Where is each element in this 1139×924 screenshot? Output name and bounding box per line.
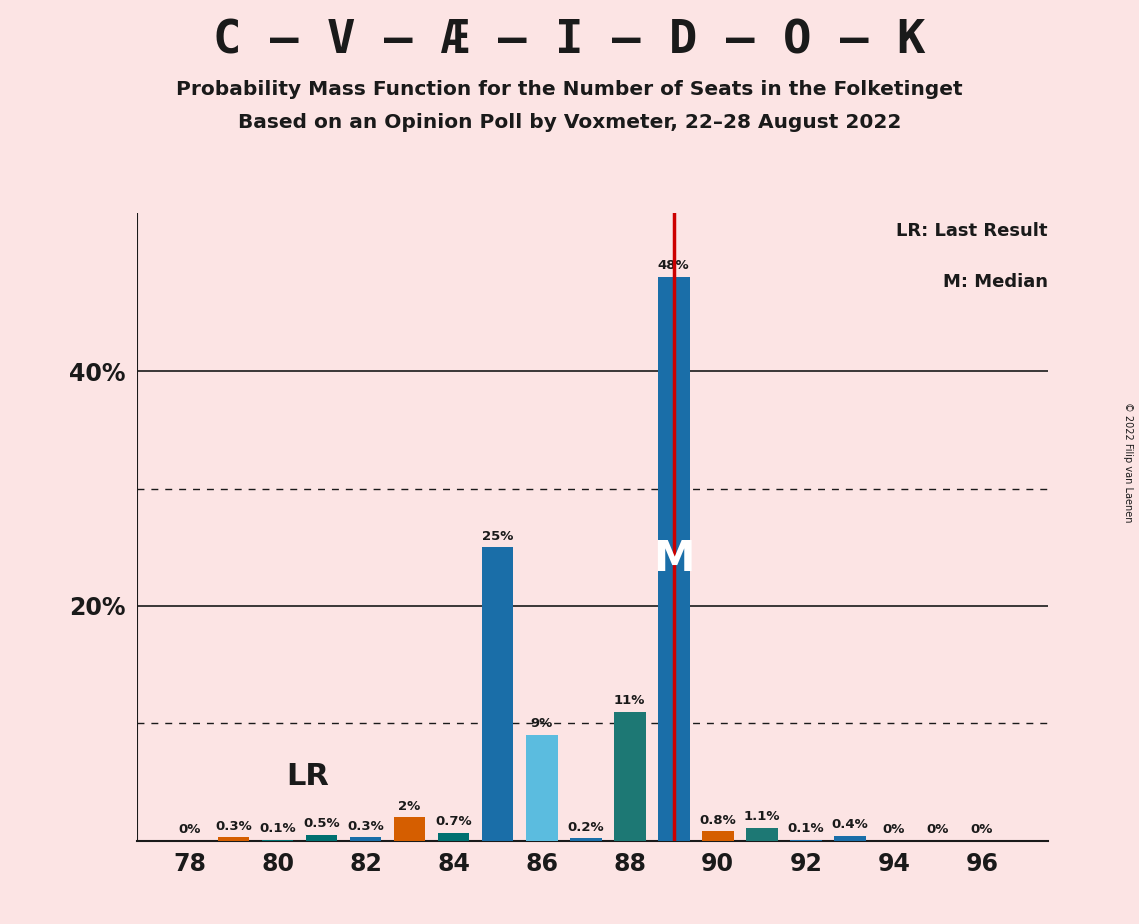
Text: 0.1%: 0.1% <box>260 822 296 835</box>
Text: 0.3%: 0.3% <box>215 820 252 833</box>
Text: C – V – Æ – I – D – O – K: C – V – Æ – I – D – O – K <box>213 18 926 64</box>
Text: 25%: 25% <box>482 529 514 542</box>
Text: LR: Last Result: LR: Last Result <box>896 222 1048 239</box>
Text: 0%: 0% <box>179 823 200 836</box>
Bar <box>658 277 689 841</box>
Text: 0%: 0% <box>927 823 949 836</box>
Bar <box>746 828 778 841</box>
Text: LR: LR <box>286 761 329 791</box>
Bar <box>482 547 514 841</box>
Text: 2%: 2% <box>399 799 420 812</box>
Bar <box>570 838 601 841</box>
Bar <box>262 840 294 841</box>
Text: 0.8%: 0.8% <box>699 814 736 827</box>
Text: 0.7%: 0.7% <box>435 815 472 828</box>
Text: 11%: 11% <box>614 694 646 707</box>
Text: 48%: 48% <box>658 260 689 273</box>
Bar <box>305 835 337 841</box>
Bar <box>614 711 646 841</box>
Text: 0.2%: 0.2% <box>567 821 604 833</box>
Text: 9%: 9% <box>531 717 552 731</box>
Bar <box>218 837 249 841</box>
Bar <box>394 818 426 841</box>
Bar <box>702 832 734 841</box>
Text: M: Median: M: Median <box>943 273 1048 290</box>
Text: 0.5%: 0.5% <box>303 817 339 831</box>
Text: © 2022 Filip van Laenen: © 2022 Filip van Laenen <box>1123 402 1132 522</box>
Text: 0.4%: 0.4% <box>831 819 868 832</box>
Bar <box>526 736 557 841</box>
Text: 0.1%: 0.1% <box>787 822 825 835</box>
Text: 0%: 0% <box>970 823 993 836</box>
Bar <box>437 833 469 841</box>
Bar <box>350 837 382 841</box>
Text: M: M <box>653 538 695 580</box>
Text: 1.1%: 1.1% <box>744 810 780 823</box>
Text: 0%: 0% <box>883 823 906 836</box>
Text: 0.3%: 0.3% <box>347 820 384 833</box>
Bar <box>834 836 866 841</box>
Bar <box>790 840 821 841</box>
Text: Probability Mass Function for the Number of Seats in the Folketinget: Probability Mass Function for the Number… <box>177 80 962 100</box>
Text: Based on an Opinion Poll by Voxmeter, 22–28 August 2022: Based on an Opinion Poll by Voxmeter, 22… <box>238 113 901 132</box>
